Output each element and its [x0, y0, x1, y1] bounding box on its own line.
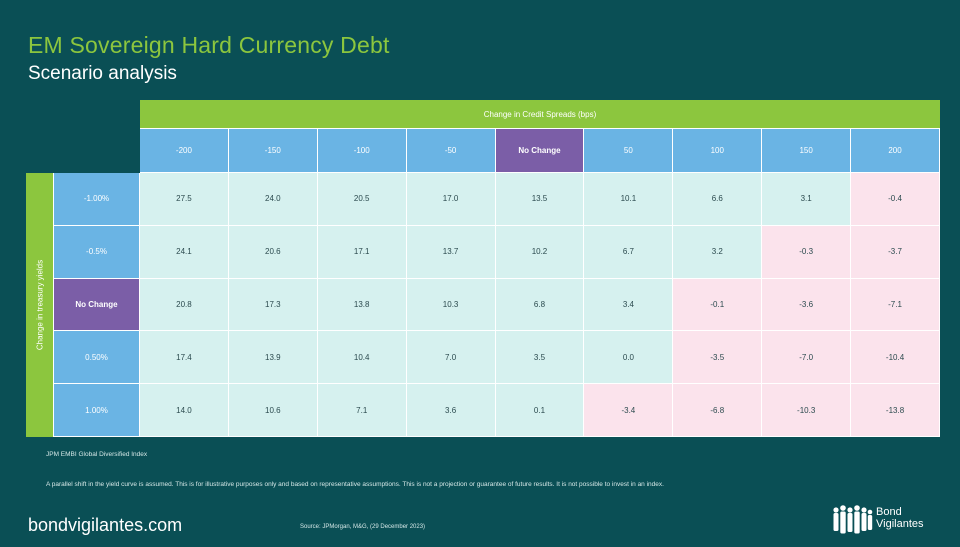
- column-header: -150: [228, 129, 318, 173]
- column-group-label: Change in Credit Spreads (bps): [140, 100, 940, 129]
- row-group-label: Change in treasury yields: [35, 259, 44, 351]
- table-cell: 17.3: [228, 278, 318, 332]
- table-cell: 6.8: [495, 278, 585, 332]
- table-cell: -3.6: [762, 278, 852, 332]
- table-cell: 10.1: [584, 173, 674, 226]
- logo-line-2: Vigilantes: [876, 518, 924, 530]
- table-cell: 13.5: [495, 173, 585, 226]
- row-header: -0.5%: [54, 225, 140, 279]
- table-cell: -6.8: [673, 384, 763, 437]
- logo-text: Bond Vigilantes: [876, 506, 924, 530]
- table-cell: 14.0: [140, 384, 229, 437]
- brand-url[interactable]: bondvigilantes.com: [28, 515, 183, 535]
- column-header: -50: [406, 129, 496, 173]
- table-cell: 3.6: [406, 384, 496, 437]
- row-header: 1.00%: [54, 384, 140, 437]
- table-cell: 13.9: [228, 331, 318, 385]
- table-cell: 10.6: [228, 384, 318, 437]
- table-cell: -10.3: [762, 384, 852, 437]
- column-header: 100: [673, 129, 763, 173]
- table-cell: -0.3: [762, 225, 852, 279]
- table-cell: 7.1: [317, 384, 407, 437]
- table-cell: 20.8: [140, 278, 229, 332]
- column-header: -100: [317, 129, 407, 173]
- scenario-table: Change in Credit Spreads (bps) Change in…: [26, 100, 940, 437]
- table-cell: -3.4: [584, 384, 674, 437]
- table-cell: 13.8: [317, 278, 407, 332]
- table-cell: 3.4: [584, 278, 674, 332]
- column-header: 150: [762, 129, 852, 173]
- row-header: 0.50%: [54, 331, 140, 385]
- table-cell: 24.0: [228, 173, 318, 226]
- table-cell: 20.5: [317, 173, 407, 226]
- logo-line-1: Bond: [876, 506, 902, 518]
- table-cell: 3.5: [495, 331, 585, 385]
- table-cell: 3.2: [673, 225, 763, 279]
- column-header: -200: [140, 129, 229, 173]
- table-cell: 10.2: [495, 225, 585, 279]
- table-cell: 10.4: [317, 331, 407, 385]
- table-cell: 3.1: [762, 173, 852, 226]
- column-header: 200: [851, 129, 940, 173]
- table-cell: 0.0: [584, 331, 674, 385]
- row-header: No Change: [54, 278, 140, 332]
- table-cell: -0.4: [851, 173, 940, 226]
- table-cell: 13.7: [406, 225, 496, 279]
- table-cell: 24.1: [140, 225, 229, 279]
- table-cell: -3.5: [673, 331, 763, 385]
- table-cell: -13.8: [851, 384, 940, 437]
- table-cell: 27.5: [140, 173, 229, 226]
- source-note: Source: JPMorgan, M&G, (29 December 2023…: [300, 524, 426, 530]
- table-cell: -3.7: [851, 225, 940, 279]
- table-cell: 6.6: [673, 173, 763, 226]
- table-cell: 7.0: [406, 331, 496, 385]
- page-title: EM Sovereign Hard Currency Debt: [28, 32, 390, 58]
- disclaimer: A parallel shift in the yield curve is a…: [46, 481, 664, 488]
- people-group-icon: [833, 505, 873, 534]
- row-group-label-container: Change in treasury yields: [26, 173, 54, 437]
- table-cell: -7.0: [762, 331, 852, 385]
- column-header: 50: [584, 129, 674, 173]
- table-cell: 17.4: [140, 331, 229, 385]
- table-cell: -10.4: [851, 331, 940, 385]
- table-cell: 17.0: [406, 173, 496, 226]
- table-cell: 10.3: [406, 278, 496, 332]
- index-name: JPM EMBI Global Diversified Index: [46, 451, 148, 458]
- table-cell: 17.1: [317, 225, 407, 279]
- table-cell: 6.7: [584, 225, 674, 279]
- table-cell: -7.1: [851, 278, 940, 332]
- table-cell: 0.1: [495, 384, 585, 437]
- page-subtitle: Scenario analysis: [28, 63, 177, 84]
- row-header: -1.00%: [54, 173, 140, 226]
- column-header: No Change: [495, 129, 585, 173]
- table-cell: -0.1: [673, 278, 763, 332]
- table-cell: 20.6: [228, 225, 318, 279]
